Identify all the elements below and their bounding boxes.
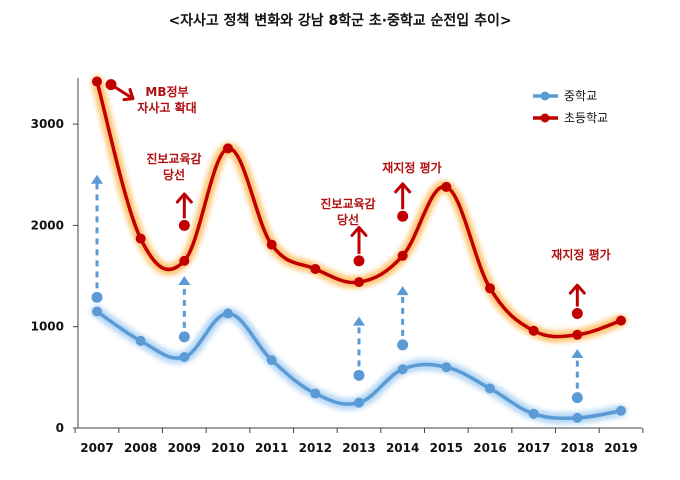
annotation-label-line: 당선 xyxy=(163,167,185,182)
axes: 0 1000 2000 3000 2007 2008 2009 2010 2011 2012 201… xyxy=(31,78,644,455)
dashed-arrow-head xyxy=(396,286,409,296)
red-annotation-arrows xyxy=(105,79,586,320)
x-tick-label: 2017 xyxy=(517,441,550,455)
x-tick-label: 2012 xyxy=(299,441,332,455)
series-layer xyxy=(91,75,627,425)
legend-label-elementary: 초등학교 xyxy=(564,111,608,125)
x-tick-label: 2019 xyxy=(604,441,637,455)
annotation-start-point xyxy=(571,392,583,404)
annotation-start-point xyxy=(397,339,409,351)
annotation-label-line: 자사고 확대 xyxy=(137,100,196,115)
x-tick-label: 2007 xyxy=(80,441,113,455)
data-point-middle-school xyxy=(397,364,408,375)
data-point-middle-school xyxy=(572,412,583,423)
data-point-middle-school xyxy=(310,388,321,399)
series-middle-school xyxy=(91,305,627,425)
data-point-middle-school xyxy=(354,397,364,408)
annotation-label: 재지정 평가 xyxy=(382,160,441,175)
data-point-elementary-school xyxy=(528,325,539,336)
legend-item-elementary: 초등학교 xyxy=(533,111,608,125)
dashed-arrow-head xyxy=(178,276,191,286)
annotation-label-line: 재지정 평가 xyxy=(551,247,610,262)
dashed-arrow-head xyxy=(91,174,103,184)
annotation-start-point xyxy=(353,369,365,381)
series-line-elementary-school xyxy=(95,79,623,339)
data-point-elementary-school xyxy=(441,181,452,192)
data-point-middle-school xyxy=(485,383,495,394)
annotation-label-line: 재지정 평가 xyxy=(382,160,441,175)
annotation-start-point xyxy=(571,308,583,320)
x-tick-label: 2013 xyxy=(342,441,375,455)
data-point-elementary-school xyxy=(92,76,102,87)
data-point-middle-school xyxy=(528,408,539,419)
legend-label-middle: 중학교 xyxy=(564,89,597,103)
x-tick-label: 2015 xyxy=(430,441,463,455)
red-arrow-head xyxy=(175,192,193,204)
y-tick-label: 1000 xyxy=(31,320,64,334)
annotation-start-point xyxy=(91,291,103,303)
legend-item-middle: 중학교 xyxy=(533,89,597,103)
dashed-arrow-head xyxy=(353,316,365,326)
data-point-elementary-school xyxy=(310,263,321,274)
annotation-label-line: 진보교육감 xyxy=(320,196,375,211)
data-point-elementary-school xyxy=(179,255,190,266)
legend-marker-elementary xyxy=(540,113,550,123)
x-tick-label: 2016 xyxy=(473,441,506,455)
data-point-middle-school xyxy=(266,355,277,366)
legend: 중학교 초등학교 xyxy=(533,89,608,125)
annotation-label: MB정부 자사고 확대 xyxy=(137,84,196,115)
x-tick-label: 2018 xyxy=(561,441,594,455)
series-elementary-school xyxy=(91,75,627,343)
x-tick-label: 2011 xyxy=(255,441,288,455)
data-point-elementary-school xyxy=(223,143,233,154)
data-point-elementary-school xyxy=(572,329,583,340)
data-point-middle-school xyxy=(179,352,190,363)
x-tick-label: 2010 xyxy=(211,441,244,455)
dashed-arrow-head xyxy=(571,348,584,358)
data-point-middle-school xyxy=(223,308,233,319)
red-arrow-head xyxy=(568,283,586,295)
data-point-middle-school xyxy=(616,405,626,416)
red-arrow-head xyxy=(394,182,412,194)
chart-title: <자사고 정책 변화와 강남 8학군 초·중학교 순전입 추이> xyxy=(168,12,511,29)
y-tick-label: 3000 xyxy=(31,117,64,131)
data-point-elementary-school xyxy=(485,283,495,294)
annotation-label-line: 진보교육감 xyxy=(146,151,201,166)
annotation-start-point xyxy=(397,210,409,222)
y-tick-label: 0 xyxy=(56,421,64,435)
data-point-middle-school xyxy=(92,306,102,317)
data-point-elementary-school xyxy=(397,250,408,261)
x-tick-label: 2009 xyxy=(168,441,201,455)
x-tick-label: 2008 xyxy=(124,441,157,455)
annotation-label: 재지정 평가 xyxy=(551,247,610,262)
annotation-label: 진보교육감 당선 xyxy=(146,151,201,182)
data-point-elementary-school xyxy=(354,277,364,288)
legend-marker-middle xyxy=(540,91,550,101)
annotation-label-line: MB정부 xyxy=(145,84,188,99)
dashed-annotation-arrows xyxy=(91,174,584,404)
annotation-label: 진보교육감 당선 xyxy=(320,196,375,227)
data-point-middle-school xyxy=(441,362,452,373)
data-point-middle-school xyxy=(135,335,146,346)
data-point-elementary-school xyxy=(616,315,626,326)
annotation-start-point xyxy=(353,255,365,267)
annotation-start-point xyxy=(178,331,190,343)
data-point-elementary-school xyxy=(135,233,146,244)
red-arrow-head xyxy=(122,88,135,102)
annotation-start-point xyxy=(178,219,190,231)
annotation-label-line: 당선 xyxy=(337,212,359,227)
y-tick-label: 2000 xyxy=(31,218,64,232)
red-arrow-shaft xyxy=(110,83,134,100)
data-point-elementary-school xyxy=(266,239,277,250)
x-tick-label: 2014 xyxy=(386,441,419,455)
red-arrow-head xyxy=(350,225,368,237)
